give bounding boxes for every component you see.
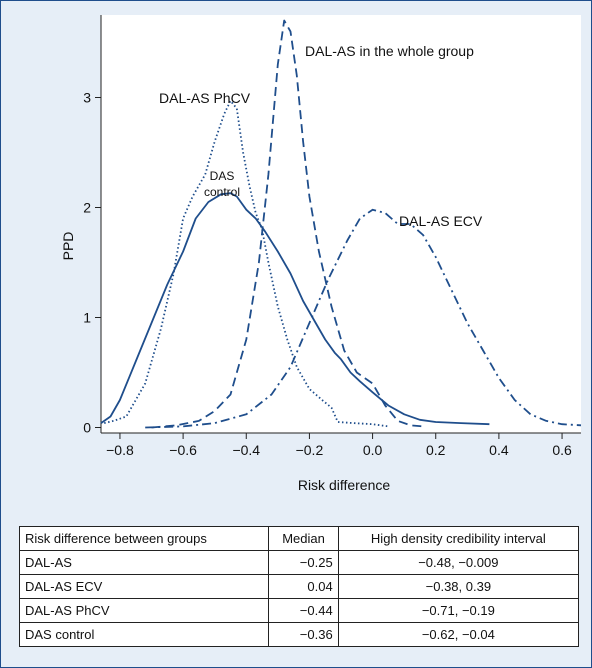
median-cell: −0.36: [268, 622, 339, 647]
y-tick-label: 0: [83, 420, 91, 436]
group-cell: DAS control: [18, 622, 270, 647]
annotation-dal-as-whole-group: DAL-AS in the whole group: [305, 43, 474, 59]
interval-cell: −0.71, −0.19: [337, 598, 580, 623]
group-cell: DAL-AS ECV: [18, 574, 270, 599]
table-row: DAL-AS −0.25 −0.48, −0.009: [18, 550, 580, 575]
table-header-row: Risk difference between groups Median Hi…: [18, 526, 580, 551]
header-groups: Risk difference between groups: [18, 526, 270, 551]
x-tick-label: 0.2: [426, 442, 446, 458]
annotation-dal-as-ecv: DAL-AS ECV: [399, 213, 483, 229]
group-cell: DAL-AS: [18, 550, 270, 575]
table-row: DAL-AS PhCV −0.44 −0.71, −0.19: [18, 598, 580, 623]
series-line-das-control: [100, 192, 490, 426]
risk-difference-table: Risk difference between groups Median Hi…: [18, 526, 580, 647]
interval-cell: −0.62, −0.04: [337, 622, 580, 647]
x-tick-label: 0.6: [552, 442, 572, 458]
header-median: Median: [268, 526, 339, 551]
median-cell: 0.04: [268, 574, 339, 599]
annotation-das-control-line2: control: [204, 185, 240, 199]
y-tick-label: 1: [83, 310, 91, 326]
x-tick-label: −0.4: [232, 442, 260, 458]
table-row: DAL-AS ECV 0.04 −0.38, 0.39: [18, 574, 580, 599]
annotation-das-control-line1: DAS: [210, 169, 235, 183]
y-axis-label: PPD: [60, 232, 76, 261]
plot-area: [101, 15, 581, 433]
y-tick-label: 2: [83, 200, 91, 216]
x-tick-label: 0.4: [489, 442, 509, 458]
x-tick-label: −0.6: [169, 442, 197, 458]
y-tick-label: 3: [83, 90, 91, 106]
header-interval: High density credibility interval: [337, 526, 580, 551]
group-cell: DAL-AS PhCV: [18, 598, 270, 623]
density-chart: −0.8 −0.6 −0.4 −0.2 0.0 0.2 0.4 0.6 0 1 2 3 DAL-AS …: [60, 15, 582, 493]
annotation-dal-as-phcv: DAL-AS PhCV: [159, 90, 251, 106]
series-line-dal-as-ecv: [145, 208, 582, 429]
x-tick-label: 0.0: [363, 442, 383, 458]
x-tick-label: −0.8: [106, 442, 134, 458]
series-line-dal-as-in-the-whole-group: [151, 19, 424, 429]
interval-cell: −0.38, 0.39: [337, 574, 580, 599]
x-axis-label: Risk difference: [298, 477, 391, 493]
median-cell: −0.25: [268, 550, 339, 575]
series-line-dal-as-phcv: [103, 99, 389, 428]
interval-cell: −0.48, −0.009: [337, 550, 580, 575]
x-tick-label: −0.2: [296, 442, 324, 458]
table-row: DAS control −0.36 −0.62, −0.04: [18, 622, 580, 647]
median-cell: −0.44: [268, 598, 339, 623]
